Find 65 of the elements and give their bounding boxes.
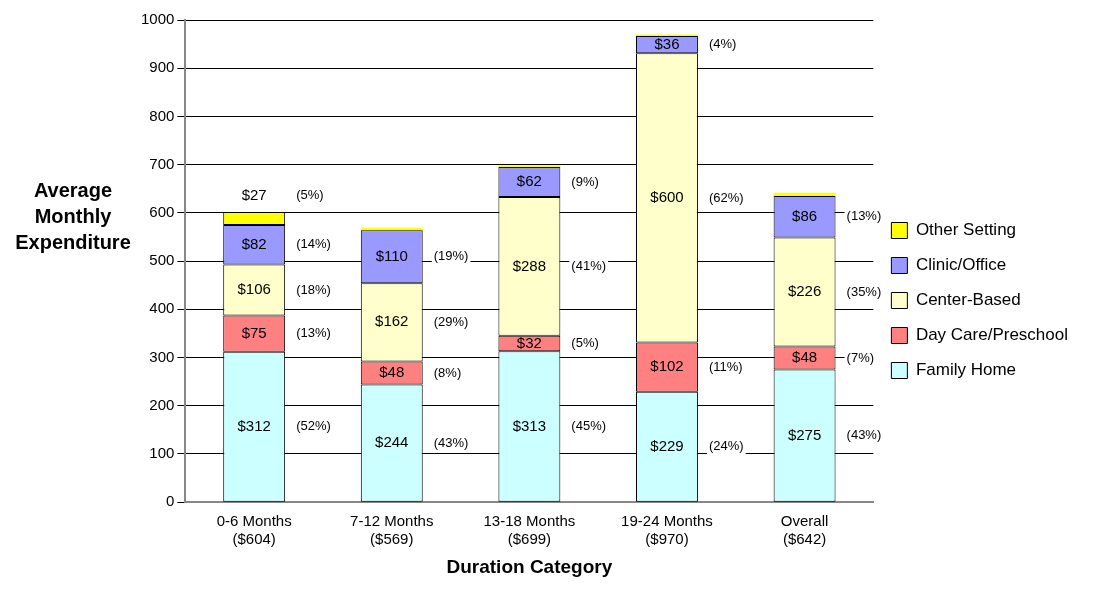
- y-tick-label: 100: [149, 444, 175, 462]
- x-tick-label: 7-12 Months ($569): [350, 512, 434, 548]
- data-label: $288: [512, 256, 547, 274]
- data-label: $32: [516, 333, 542, 351]
- annotation: (9%): [571, 173, 599, 189]
- annotation: (13%): [296, 325, 331, 341]
- annotation: (45%): [571, 418, 607, 434]
- data-label: $36: [654, 34, 680, 52]
- y-tick-label: 900: [149, 58, 175, 76]
- data-label: $244: [375, 433, 409, 451]
- annotation: (8%): [433, 364, 462, 380]
- legend-label: Other Setting: [915, 220, 1017, 240]
- data-label: $275: [787, 425, 822, 443]
- annotation: (43%): [433, 434, 469, 450]
- y-tick-label: 700: [149, 154, 175, 172]
- data-label: $229: [650, 436, 684, 454]
- data-label: $226: [787, 282, 822, 300]
- x-tick-label: 0-6 Months ($604): [216, 512, 292, 548]
- y-tick-label: 500: [149, 251, 175, 269]
- x-tick-label: 13-18 Months ($699): [483, 512, 576, 548]
- y-tick-label: 400: [149, 299, 175, 317]
- annotation: (5%): [296, 187, 324, 203]
- data-label: $62: [516, 172, 542, 190]
- y-tick-label: 200: [149, 395, 175, 413]
- data-label: $600: [650, 188, 684, 206]
- data-label: $27: [241, 186, 267, 204]
- y-tick-label: 1000: [140, 10, 175, 28]
- data-label: $102: [650, 357, 684, 375]
- data-label: $313: [512, 416, 547, 434]
- annotation: (35%): [846, 283, 882, 299]
- annotation: (7%): [846, 349, 875, 365]
- y-tick-label: 300: [149, 347, 175, 365]
- x-axis-title: Duration Category: [446, 555, 613, 577]
- annotation: (4%): [708, 36, 737, 52]
- legend-label: Day Care/Preschool: [915, 325, 1068, 345]
- x-tick-label: Overall ($642): [780, 512, 829, 548]
- annotation: (24%): [708, 438, 744, 454]
- data-label: $86: [792, 206, 818, 224]
- y-axis-title: Average Monthly Expenditure: [14, 177, 132, 255]
- data-label: $312: [237, 416, 271, 434]
- x-tick-label: 19-24 Months ($970): [621, 512, 713, 548]
- annotation: (19%): [433, 248, 469, 264]
- annotation: (52%): [296, 418, 331, 434]
- data-label: $48: [792, 348, 818, 366]
- annotation: (14%): [296, 236, 331, 252]
- y-tick-label: 600: [149, 203, 175, 221]
- annotation: (5%): [571, 335, 599, 351]
- data-label: $82: [241, 234, 267, 252]
- annotation: (18%): [296, 281, 331, 297]
- legend-label: Clinic/Office: [915, 255, 1007, 275]
- data-label: $75: [241, 323, 267, 341]
- annotation: (62%): [708, 189, 744, 205]
- annotation: (41%): [571, 257, 607, 273]
- annotation: (43%): [846, 427, 882, 443]
- data-label: $110: [375, 246, 408, 264]
- data-label: $162: [375, 312, 409, 330]
- y-tick-label: 0: [166, 492, 175, 510]
- legend-label: Center-Based: [915, 290, 1021, 310]
- data-label: $48: [379, 363, 405, 381]
- annotation: (29%): [433, 313, 469, 329]
- legend-label: Family Home: [915, 360, 1016, 380]
- annotation: (13%): [846, 208, 882, 224]
- annotation: (11%): [708, 358, 743, 374]
- y-tick-label: 800: [149, 106, 175, 124]
- data-label: $106: [237, 280, 271, 298]
